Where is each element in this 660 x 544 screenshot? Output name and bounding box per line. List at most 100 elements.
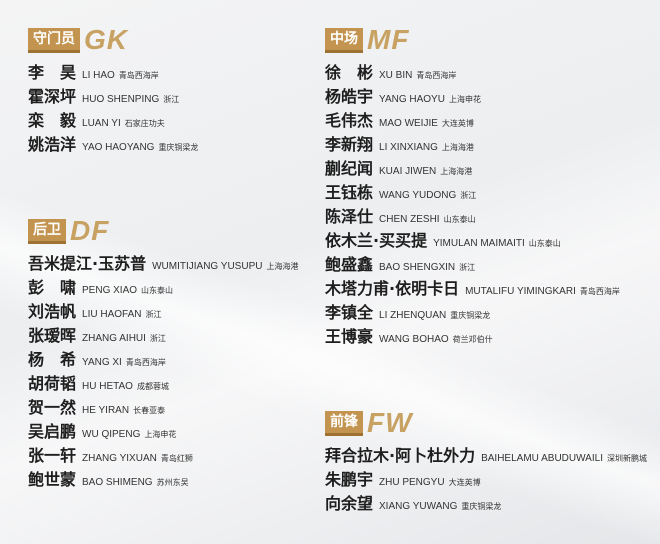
- player-club: 山东泰山: [141, 286, 174, 295]
- player-club: 苏州东吴: [156, 478, 189, 487]
- player-name-pinyin: YAO HAOYANG: [82, 142, 155, 153]
- player-name-cn: 朱鹏宇: [325, 470, 374, 489]
- player-name-cn: 张瑷晖: [28, 326, 77, 345]
- player-name-pinyin: LI XINXIANG: [379, 142, 438, 153]
- player-row: 朱鹏宇 ZHU PENGYU 大连英博: [325, 466, 647, 490]
- player-row: 吴启鹏 WU QIPENG 上海申花: [28, 418, 298, 442]
- player-name-cn: 蒯纪闻: [325, 159, 374, 178]
- player-row: 徐 彬 XU BIN 青岛西海岸: [325, 59, 620, 83]
- player-club: 浙江: [460, 191, 477, 200]
- section-defenders: 后卫 DF 吾米提江·玉苏普 WUMITIJIANG YUSUPU 上海海港 彭…: [28, 217, 298, 490]
- player-name-cn: 李镇全: [325, 303, 374, 322]
- player-club: 浙江: [145, 310, 162, 319]
- player-name-cn: 王钰栋: [325, 183, 374, 202]
- player-club: 上海申花: [448, 95, 481, 104]
- player-club: 重庆铜梁龙: [461, 502, 502, 511]
- player-club: 山东泰山: [443, 215, 476, 224]
- player-name-pinyin: ZHANG YIXUAN: [82, 453, 157, 464]
- position-code: MF: [367, 24, 410, 55]
- player-name-pinyin: MUTALIFU YIMINGKARI: [465, 286, 576, 297]
- player-row: 杨皓宇 YANG HAOYU 上海申花: [325, 83, 620, 107]
- player-name-pinyin: HUO SHENPING: [82, 94, 160, 105]
- player-name-cn: 李 昊: [28, 63, 77, 82]
- section-header: 前锋 FW: [325, 409, 647, 437]
- player-name-cn: 栾 毅: [28, 111, 77, 130]
- player-row: 依木兰·买买提 YIMULAN MAIMAITI 山东泰山: [325, 227, 620, 251]
- player-name-pinyin: HU HETAO: [82, 381, 133, 392]
- player-club: 荷兰邓伯什: [452, 335, 493, 344]
- player-row: 李 昊 LI HAO 青岛西海岸: [28, 59, 198, 83]
- player-name-cn: 彭 啸: [28, 278, 77, 297]
- player-name-pinyin: PENG XIAO: [82, 285, 138, 296]
- player-row: 姚浩洋 YAO HAOYANG 重庆铜梁龙: [28, 131, 198, 155]
- player-name-cn: 杨皓宇: [325, 87, 374, 106]
- player-name-pinyin: LIU HAOFAN: [82, 309, 142, 320]
- player-name-cn: 刘浩帆: [28, 302, 77, 321]
- player-name-pinyin: YANG HAOYU: [379, 94, 445, 105]
- player-name-pinyin: WUMITIJIANG YUSUPU: [152, 261, 263, 272]
- player-name-pinyin: BAO SHENGXIN: [379, 262, 456, 273]
- player-row: 陈泽仕 CHEN ZESHI 山东泰山: [325, 203, 620, 227]
- player-club: 青岛西海岸: [125, 358, 166, 367]
- player-name-pinyin: ZHU PENGYU: [379, 477, 445, 488]
- player-name-pinyin: WANG BOHAO: [379, 334, 449, 345]
- section-goalkeepers: 守门员 GK 李 昊 LI HAO 青岛西海岸 霍深坪 HUO SHENPING…: [28, 24, 198, 155]
- player-club: 深圳新鹏城: [606, 454, 647, 463]
- player-name-pinyin: XIANG YUWANG: [379, 501, 458, 512]
- player-name-pinyin: WANG YUDONG: [379, 190, 457, 201]
- section-header: 中场 MF: [325, 24, 620, 55]
- player-row: 杨 希 YANG XI 青岛西海岸: [28, 346, 298, 370]
- position-label: 前锋: [325, 410, 363, 436]
- player-row: 栾 毅 LUAN YI 石家庄功夫: [28, 107, 198, 131]
- player-name-cn: 胡荷韬: [28, 374, 77, 393]
- player-club: 青岛西海岸: [118, 71, 159, 80]
- player-club: 石家庄功夫: [124, 119, 165, 128]
- player-club: 浙江: [149, 334, 166, 343]
- player-row: 彭 啸 PENG XIAO 山东泰山: [28, 274, 298, 298]
- player-name-pinyin: MAO WEIJIE: [379, 118, 438, 129]
- player-name-cn: 徐 彬: [325, 63, 374, 82]
- player-row: 鲍盛鑫 BAO SHENGXIN 浙江: [325, 251, 620, 275]
- player-name-cn: 杨 希: [28, 350, 77, 369]
- player-row: 贺一然 HE YIRAN 长春亚泰: [28, 394, 298, 418]
- player-club: 大连英博: [441, 119, 474, 128]
- player-club: 上海海港: [266, 262, 299, 271]
- player-name-cn: 依木兰·买买提: [325, 231, 428, 250]
- player-name-pinyin: BAO SHIMENG: [82, 477, 153, 488]
- player-name-cn: 贺一然: [28, 398, 77, 417]
- player-name-pinyin: XU BIN: [379, 70, 413, 81]
- player-row: 鲍世蒙 BAO SHIMENG 苏州东吴: [28, 466, 298, 490]
- player-row: 吾米提江·玉苏普 WUMITIJIANG YUSUPU 上海海港: [28, 250, 298, 274]
- player-name-pinyin: YANG XI: [82, 357, 122, 368]
- player-club: 浙江: [163, 95, 180, 104]
- player-row: 张瑷晖 ZHANG AIHUI 浙江: [28, 322, 298, 346]
- player-name-pinyin: BAIHELAMU ABUDUWAILI: [481, 453, 603, 464]
- section-midfielders: 中场 MF 徐 彬 XU BIN 青岛西海岸 杨皓宇 YANG HAOYU 上海…: [325, 24, 620, 347]
- player-name-pinyin: KUAI JIWEN: [379, 166, 437, 177]
- player-row: 木塔力甫·依明卡日 MUTALIFU YIMINGKARI 青岛西海岸: [325, 275, 620, 299]
- player-club: 上海海港: [440, 167, 473, 176]
- section-header: 守门员 GK: [28, 24, 198, 55]
- player-name-cn: 木塔力甫·依明卡日: [325, 279, 460, 298]
- player-row: 毛伟杰 MAO WEIJIE 大连英博: [325, 107, 620, 131]
- player-name-pinyin: YIMULAN MAIMAITI: [433, 238, 525, 249]
- player-row: 霍深坪 HUO SHENPING 浙江: [28, 83, 198, 107]
- section-header: 后卫 DF: [28, 217, 298, 245]
- position-code: GK: [84, 24, 128, 55]
- player-row: 王博豪 WANG BOHAO 荷兰邓伯什: [325, 323, 620, 347]
- player-row: 李新翔 LI XINXIANG 上海海港: [325, 131, 620, 155]
- player-name-pinyin: HE YIRAN: [82, 405, 130, 416]
- player-name-cn: 毛伟杰: [325, 111, 374, 130]
- player-row: 向余望 XIANG YUWANG 重庆铜梁龙: [325, 490, 647, 514]
- position-label: 守门员: [28, 27, 80, 53]
- player-name-pinyin: LI ZHENQUAN: [379, 310, 447, 321]
- player-club: 山东泰山: [528, 239, 561, 248]
- player-name-cn: 姚浩洋: [28, 135, 77, 154]
- player-row: 李镇全 LI ZHENQUAN 重庆铜梁龙: [325, 299, 620, 323]
- player-row: 王钰栋 WANG YUDONG 浙江: [325, 179, 620, 203]
- section-forwards: 前锋 FW 拜合拉木·阿卜杜外力 BAIHELAMU ABUDUWAILI 深圳…: [325, 409, 647, 514]
- player-name-cn: 拜合拉木·阿卜杜外力: [325, 446, 476, 465]
- player-name-pinyin: LUAN YI: [82, 118, 121, 129]
- player-club: 上海申花: [144, 430, 177, 439]
- player-name-cn: 张一轩: [28, 446, 77, 465]
